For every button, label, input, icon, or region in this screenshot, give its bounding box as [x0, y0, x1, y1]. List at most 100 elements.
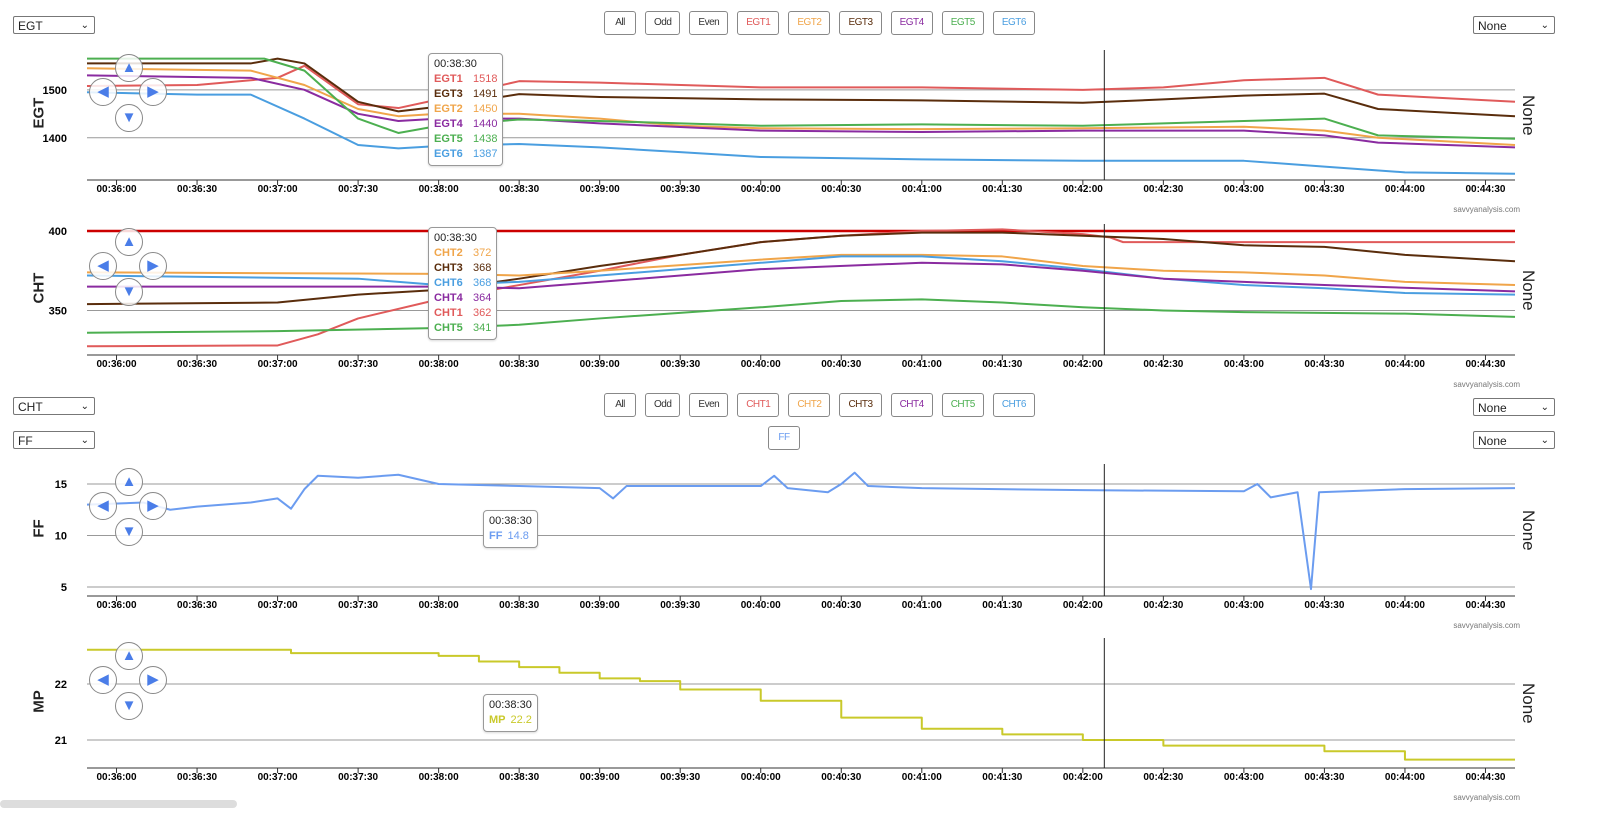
chevron-down-icon: ⌄	[80, 20, 89, 31]
tooltip-row: CHT3 368	[434, 261, 491, 276]
x-tick-label: 00:36:30	[177, 359, 217, 370]
toggle-egt3-button[interactable]: EGT3	[839, 11, 882, 35]
arrow-down-icon: ▼	[121, 283, 137, 300]
horizontal-scrollbar[interactable]	[0, 800, 237, 808]
x-tick-label: 00:38:00	[419, 600, 459, 611]
x-tick-label: 00:41:30	[982, 600, 1022, 611]
egt-series-toggle-row: All Odd Even EGT1 EGT2 EGT3 EGT4 EGT5 EGT6	[604, 11, 1035, 35]
toggle-odd-button[interactable]: Odd	[645, 393, 681, 417]
pan-right-button[interactable]: ▶	[139, 78, 167, 106]
toggle-ff-button[interactable]: FF	[768, 426, 800, 450]
ff-right-axis-select[interactable]: None ⌄	[1473, 431, 1555, 449]
ff-param-select[interactable]: FF ⌄	[13, 431, 95, 449]
tooltip-time: 00:38:30	[489, 699, 532, 711]
arrow-up-icon: ▲	[121, 647, 137, 664]
toggle-egt2-button[interactable]: EGT2	[788, 11, 831, 35]
x-tick-label: 00:36:00	[97, 359, 137, 370]
pan-down-button[interactable]: ▼	[115, 692, 143, 720]
pan-right-button[interactable]: ▶	[139, 252, 167, 280]
toggle-all-button[interactable]: All	[604, 393, 636, 417]
toggle-egt1-button[interactable]: EGT1	[737, 11, 780, 35]
y-tick-label: 5	[61, 582, 67, 594]
x-tick-label: 00:36:30	[177, 772, 217, 783]
pan-right-button[interactable]: ▶	[139, 666, 167, 694]
toggle-cht1-button[interactable]: CHT1	[737, 393, 780, 417]
x-tick-label: 00:42:00	[1063, 600, 1103, 611]
toggle-egt4-button[interactable]: EGT4	[890, 11, 933, 35]
x-tick-label: 00:39:00	[580, 772, 620, 783]
toggle-all-button[interactable]: All	[604, 11, 636, 35]
select-value: EGT	[18, 19, 43, 33]
tooltip-row: MP 22.2	[489, 713, 532, 728]
tooltip-row: EGT2 1450	[434, 102, 497, 117]
series-egt3-line	[87, 57, 1516, 118]
y-tick-label: 1500	[43, 85, 67, 97]
toggle-cht6-button[interactable]: CHT6	[992, 393, 1035, 417]
x-tick-label: 00:44:00	[1385, 600, 1425, 611]
x-tick-label: 00:40:30	[821, 359, 861, 370]
pan-up-button[interactable]: ▲	[115, 228, 143, 256]
pan-left-button[interactable]: ◀	[89, 666, 117, 694]
pan-down-button[interactable]: ▼	[115, 518, 143, 546]
x-tick-label: 00:39:00	[580, 184, 620, 195]
hover-tooltip: 00:38:30 FF 14.8	[483, 510, 538, 548]
pan-up-button[interactable]: ▲	[115, 642, 143, 670]
x-tick-label: 00:42:00	[1063, 772, 1103, 783]
cht-right-axis-select[interactable]: None ⌄	[1473, 398, 1555, 416]
tooltip-row: EGT5 1438	[434, 132, 497, 147]
tooltip-row: EGT4 1440	[434, 117, 497, 132]
egt-right-axis-select[interactable]: None ⌄	[1473, 16, 1555, 34]
x-tick-label: 00:43:00	[1224, 359, 1264, 370]
x-tick-label: 00:44:00	[1385, 359, 1425, 370]
pan-up-button[interactable]: ▲	[115, 468, 143, 496]
arrow-left-icon: ◀	[97, 83, 109, 100]
toggle-cht5-button[interactable]: CHT5	[941, 393, 984, 417]
tooltip-row: EGT3 1491	[434, 87, 497, 102]
tooltip-series-name: CHT2	[434, 247, 463, 259]
arrow-up-icon: ▲	[121, 473, 137, 490]
arrow-right-icon: ▶	[147, 497, 159, 514]
x-tick-label: 00:37:30	[338, 772, 378, 783]
x-tick-label: 00:39:30	[660, 184, 700, 195]
x-tick-label: 00:37:30	[338, 359, 378, 370]
x-tick-label: 00:41:30	[982, 184, 1022, 195]
series-egt1-line	[86, 64, 1516, 110]
pan-left-button[interactable]: ◀	[89, 78, 117, 106]
x-tick-label: 00:41:30	[982, 772, 1022, 783]
pan-down-button[interactable]: ▼	[115, 278, 143, 306]
toggle-even-button[interactable]: Even	[689, 393, 729, 417]
x-tick-label: 00:38:30	[499, 772, 539, 783]
x-tick-label: 00:38:00	[419, 184, 459, 195]
x-tick-label: 00:40:30	[821, 600, 861, 611]
tooltip-series-value: 1450	[473, 103, 498, 115]
pan-up-button[interactable]: ▲	[115, 54, 143, 82]
pan-left-button[interactable]: ◀	[89, 492, 117, 520]
pan-left-button[interactable]: ◀	[89, 252, 117, 280]
toggle-cht3-button[interactable]: CHT3	[839, 393, 882, 417]
toggle-egt5-button[interactable]: EGT5	[941, 11, 984, 35]
cht-param-select[interactable]: CHT ⌄	[13, 397, 95, 415]
egt-param-select[interactable]: EGT ⌄	[13, 16, 95, 34]
ff-series-toggle-row: FF	[768, 426, 800, 450]
pan-down-button[interactable]: ▼	[115, 104, 143, 132]
y-tick-label: 1400	[43, 133, 67, 145]
series-cht2-line	[86, 253, 1516, 287]
toggle-egt6-button[interactable]: EGT6	[992, 11, 1035, 35]
arrow-down-icon: ▼	[121, 523, 137, 540]
toggle-cht4-button[interactable]: CHT4	[890, 393, 933, 417]
tooltip-row: EGT6 1387	[434, 147, 497, 162]
pan-right-button[interactable]: ▶	[139, 492, 167, 520]
x-tick-label: 00:36:30	[177, 600, 217, 611]
tooltip-series-name: EGT5	[434, 133, 463, 145]
series-ff-line	[86, 471, 1516, 591]
toggle-odd-button[interactable]: Odd	[645, 11, 681, 35]
x-tick-label: 00:39:00	[580, 600, 620, 611]
tooltip-series-value: 1438	[473, 133, 498, 145]
toggle-cht2-button[interactable]: CHT2	[788, 393, 831, 417]
x-tick-label: 00:38:30	[499, 359, 539, 370]
toggle-even-button[interactable]: Even	[689, 11, 729, 35]
